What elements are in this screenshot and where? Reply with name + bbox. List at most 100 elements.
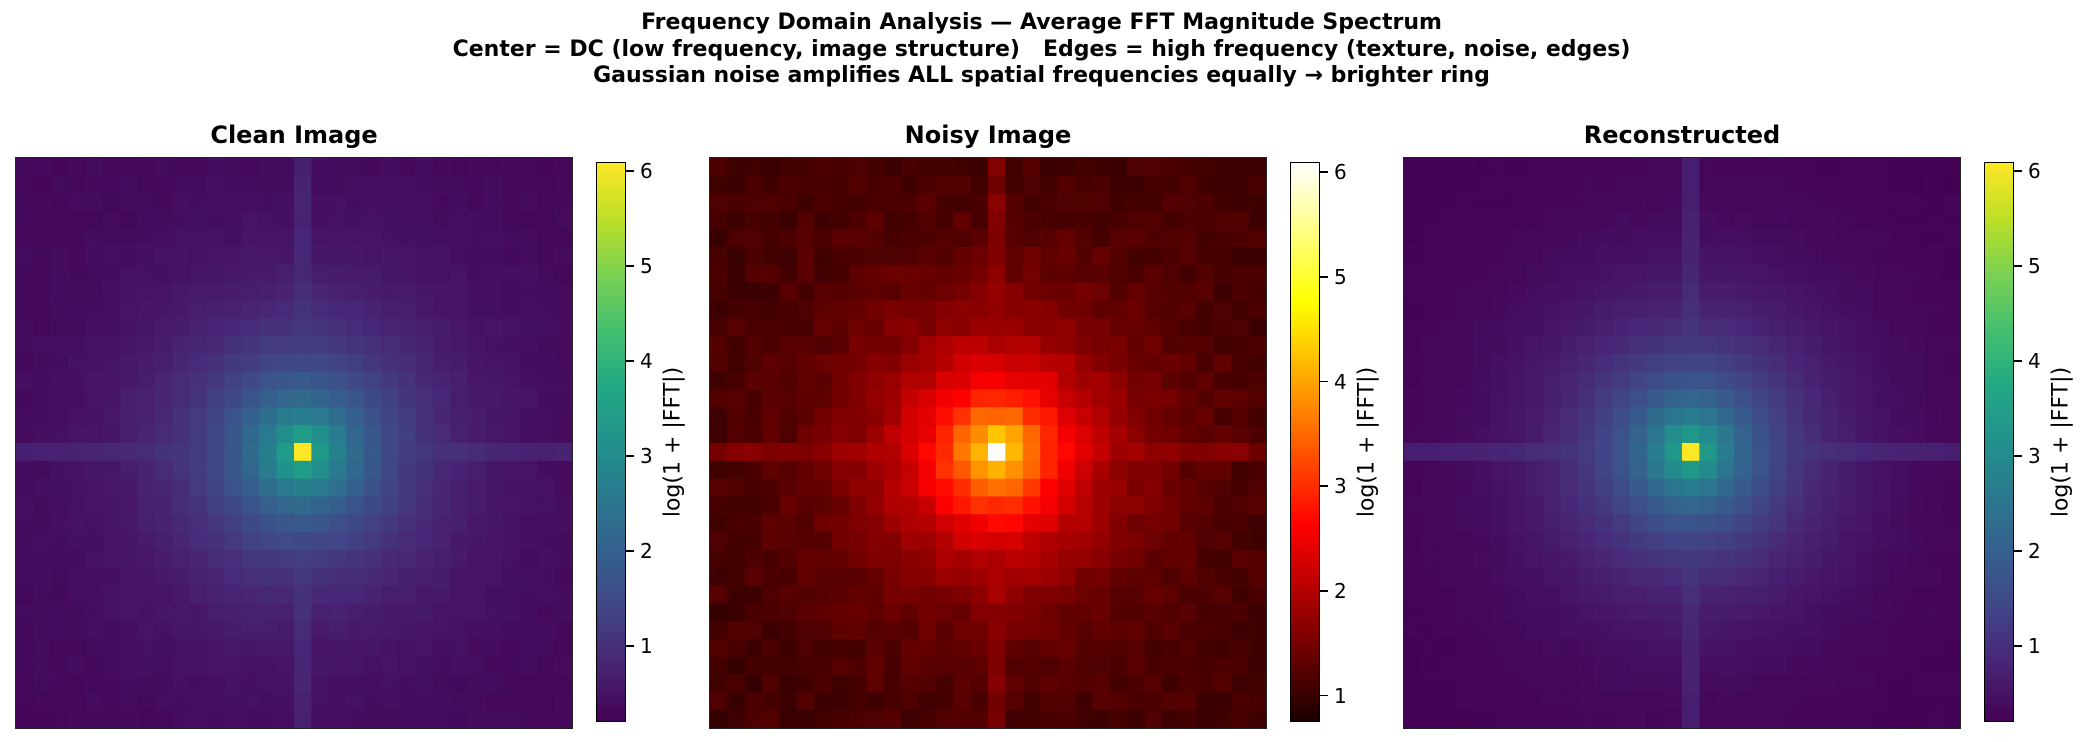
heatmap-cell bbox=[988, 692, 1006, 711]
heatmap-cell bbox=[1543, 318, 1561, 337]
heatmap-cell bbox=[1786, 193, 1804, 212]
heatmap-cell bbox=[1925, 656, 1943, 675]
heatmap-cell bbox=[1855, 478, 1874, 497]
heatmap-cell bbox=[744, 674, 763, 693]
heatmap-cell bbox=[1734, 353, 1752, 373]
heatmap-cell bbox=[450, 585, 469, 604]
heatmap-cell bbox=[16, 336, 34, 355]
heatmap-cell bbox=[519, 264, 538, 284]
heatmap-cell bbox=[1109, 656, 1128, 675]
heatmap-cell bbox=[1005, 318, 1024, 337]
heatmap-cell bbox=[814, 514, 832, 533]
heatmap-cell bbox=[346, 532, 364, 551]
heatmap-cell bbox=[1682, 336, 1700, 355]
heatmap-cell bbox=[970, 282, 989, 301]
heatmap-cell bbox=[1421, 710, 1440, 728]
heatmap-cell bbox=[849, 621, 867, 640]
heatmap-cell bbox=[883, 443, 902, 462]
heatmap-cell bbox=[1751, 549, 1770, 569]
heatmap-cell bbox=[1490, 549, 1509, 569]
heatmap-cell bbox=[120, 549, 138, 569]
heatmap-cell bbox=[259, 532, 277, 551]
heatmap-cell bbox=[1248, 371, 1266, 390]
heatmap-cell bbox=[779, 567, 798, 586]
heatmap-cell bbox=[224, 371, 243, 390]
heatmap-cell bbox=[380, 478, 399, 497]
heatmap-cell bbox=[276, 211, 295, 230]
heatmap-cell bbox=[433, 603, 451, 622]
heatmap-cell bbox=[1456, 532, 1474, 551]
heatmap-cell bbox=[1699, 229, 1718, 248]
heatmap-cell bbox=[1005, 193, 1024, 212]
heatmap-cell bbox=[363, 692, 382, 711]
heatmap-cell bbox=[1508, 371, 1526, 390]
heatmap-cell bbox=[1179, 656, 1197, 675]
heatmap-cell bbox=[1196, 318, 1215, 337]
heatmap-cell bbox=[1821, 496, 1839, 515]
heatmap-cell bbox=[502, 443, 521, 462]
heatmap-cell bbox=[1682, 407, 1700, 426]
heatmap-cell bbox=[779, 407, 798, 426]
heatmap-cell bbox=[346, 692, 364, 711]
heatmap-cell bbox=[883, 407, 902, 426]
heatmap-cell bbox=[1890, 621, 1909, 640]
heatmap-cell bbox=[779, 193, 798, 212]
heatmap-cell bbox=[762, 585, 780, 604]
heatmap-cell bbox=[710, 710, 728, 728]
heatmap-cell bbox=[1925, 460, 1943, 479]
heatmap-cell bbox=[1560, 496, 1579, 515]
heatmap-cell bbox=[519, 692, 538, 711]
heatmap-cell bbox=[50, 300, 69, 319]
heatmap-cell bbox=[1057, 318, 1076, 337]
heatmap-cell bbox=[779, 638, 798, 658]
heatmap-cell bbox=[883, 300, 902, 319]
heatmap-cell bbox=[1786, 585, 1804, 604]
heatmap-cell bbox=[1925, 211, 1943, 230]
heatmap-cell bbox=[259, 407, 277, 426]
heatmap-cell bbox=[796, 318, 815, 337]
heatmap-cell bbox=[276, 247, 295, 266]
heatmap-cell bbox=[1595, 229, 1613, 248]
heatmap-cell bbox=[415, 407, 434, 426]
heatmap-cell bbox=[1022, 443, 1041, 462]
heatmap-cell bbox=[796, 710, 815, 728]
heatmap-cell bbox=[1612, 425, 1631, 444]
heatmap-cell bbox=[1890, 158, 1909, 177]
heatmap-cell bbox=[380, 211, 399, 230]
heatmap-cell bbox=[1074, 193, 1093, 212]
heatmap-cell bbox=[1248, 175, 1266, 194]
heatmap-cell bbox=[1127, 692, 1145, 711]
heatmap-cell bbox=[1127, 478, 1145, 497]
heatmap-cell bbox=[346, 389, 364, 408]
heatmap-cell bbox=[1751, 567, 1770, 586]
heatmap-cell bbox=[1821, 603, 1839, 622]
heatmap-cell bbox=[918, 710, 937, 728]
heatmap-cell bbox=[519, 514, 538, 533]
heatmap-cell bbox=[866, 496, 885, 515]
heatmap-cell bbox=[1543, 460, 1561, 479]
heatmap-cell bbox=[1074, 336, 1093, 355]
heatmap-cell bbox=[259, 300, 277, 319]
heatmap-cell bbox=[796, 585, 815, 604]
colorbar-label-clean: log(1 + |FFT|) bbox=[660, 366, 686, 518]
heatmap-cell bbox=[1525, 621, 1544, 640]
heatmap-cell bbox=[988, 175, 1006, 194]
heatmap-cell bbox=[363, 336, 382, 355]
heatmap-cell bbox=[866, 282, 885, 301]
heatmap-cell bbox=[710, 353, 728, 373]
heatmap-cell bbox=[1161, 371, 1180, 390]
heatmap-cell bbox=[207, 638, 225, 658]
heatmap-cell bbox=[1612, 567, 1631, 586]
heatmap-cell bbox=[1821, 389, 1839, 408]
heatmap-cell bbox=[554, 585, 572, 604]
heatmap-cell bbox=[346, 193, 364, 212]
heatmap-cell bbox=[502, 264, 521, 284]
heatmap-cell bbox=[1473, 710, 1492, 728]
heatmap-cell bbox=[918, 407, 937, 426]
heatmap-cell bbox=[1456, 407, 1474, 426]
heatmap-cell bbox=[450, 692, 469, 711]
heatmap-cell bbox=[831, 353, 850, 373]
heatmap-cell bbox=[1803, 193, 1822, 212]
heatmap-cell bbox=[918, 425, 937, 444]
heatmap-cell bbox=[1144, 567, 1163, 586]
